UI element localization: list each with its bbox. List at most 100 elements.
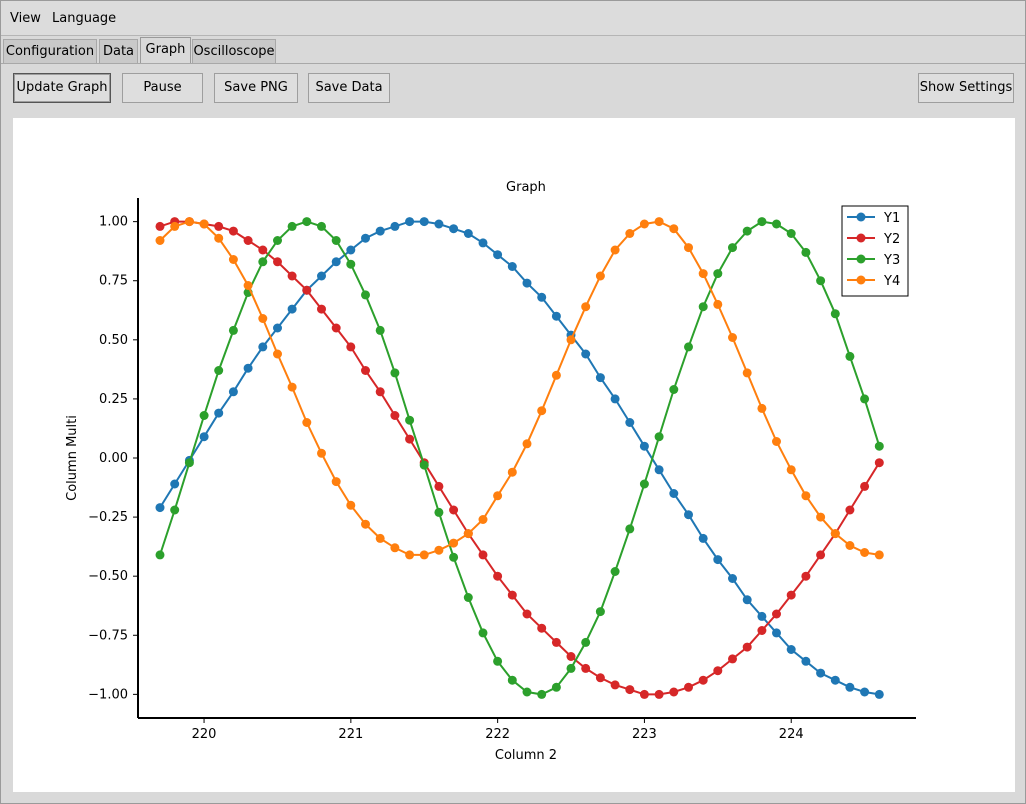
data-point: [610, 680, 620, 690]
data-point: [566, 652, 576, 661]
data-point: [610, 394, 620, 404]
legend-label: Y4: [883, 274, 900, 289]
data-point: [728, 654, 737, 664]
data-point: [595, 373, 605, 383]
data-point: [331, 236, 341, 245]
data-point: [581, 637, 591, 647]
data-point: [625, 685, 635, 695]
data-point: [228, 387, 238, 397]
data-point: [170, 479, 180, 489]
data-point: [419, 550, 429, 560]
data-point: [595, 607, 605, 617]
data-point: [493, 491, 503, 501]
data-point: [654, 432, 664, 442]
data-point: [273, 349, 282, 359]
data-point: [684, 682, 693, 692]
data-point: [463, 529, 473, 539]
data-point: [595, 673, 605, 683]
pause-button[interactable]: Pause: [122, 73, 203, 103]
menu-view[interactable]: View: [10, 11, 41, 26]
data-point: [155, 550, 165, 560]
data-point: [346, 259, 356, 269]
data-point: [698, 302, 708, 312]
data-point: [845, 541, 855, 550]
data-point: [228, 255, 238, 264]
data-point: [419, 460, 429, 470]
data-point: [361, 233, 370, 243]
data-point: [346, 500, 356, 510]
data-point: [199, 219, 209, 229]
tab-configuration[interactable]: Configuration: [3, 39, 97, 63]
x-tick-label: 221: [338, 727, 363, 742]
data-point: [830, 675, 840, 685]
data-point: [419, 217, 429, 227]
data-point: [639, 479, 649, 489]
data-point: [845, 505, 855, 515]
menu-bar: View Language: [1, 1, 1025, 36]
data-point: [654, 217, 664, 227]
data-point: [757, 611, 767, 621]
data-point: [390, 368, 400, 378]
data-point: [170, 505, 180, 515]
data-point: [375, 387, 385, 397]
y-tick-label: 0.00: [99, 451, 128, 466]
data-point: [184, 217, 194, 227]
data-point: [772, 219, 781, 229]
y-axis-label: Column Multi: [65, 415, 80, 501]
save-png-button[interactable]: Save PNG: [214, 73, 298, 103]
show-settings-button[interactable]: Show Settings: [918, 73, 1014, 103]
y-tick-label: 0.75: [99, 274, 128, 289]
chart-title: Graph: [506, 180, 546, 195]
data-point: [507, 675, 517, 685]
data-point: [361, 366, 370, 375]
data-point: [874, 441, 884, 451]
data-point: [243, 236, 253, 245]
data-point: [684, 510, 693, 520]
data-point: [669, 489, 679, 498]
data-point: [346, 342, 356, 352]
data-point: [507, 590, 517, 600]
menu-language[interactable]: Language: [52, 11, 117, 26]
data-point: [860, 481, 870, 491]
data-point: [654, 465, 664, 475]
data-point: [214, 408, 224, 418]
tab-graph[interactable]: Graph: [140, 37, 191, 64]
data-point: [522, 278, 532, 288]
data-point: [845, 682, 855, 692]
data-point: [478, 515, 488, 524]
data-point: [757, 217, 767, 227]
x-tick-label: 224: [779, 727, 804, 742]
data-point: [816, 276, 826, 286]
data-point: [375, 533, 385, 543]
data-point: [243, 363, 253, 373]
data-point: [742, 595, 752, 605]
save-data-button[interactable]: Save Data: [308, 73, 390, 103]
tab-oscilloscope[interactable]: Oscilloscope: [192, 39, 276, 63]
series-layer: [155, 217, 884, 699]
data-point: [317, 304, 326, 314]
data-point: [713, 299, 723, 309]
data-point: [786, 590, 796, 600]
data-point: [654, 689, 664, 699]
legend-item: Y2: [847, 232, 900, 247]
data-point: [507, 467, 517, 477]
tab-panel-border: [1, 63, 1025, 64]
y-tick-label: 0.50: [99, 333, 128, 348]
data-point: [449, 505, 459, 515]
data-point: [331, 323, 341, 333]
data-point: [273, 323, 282, 333]
data-point: [537, 292, 547, 302]
data-point: [625, 229, 635, 238]
update-graph-button[interactable]: Update Graph: [13, 73, 111, 103]
data-point: [331, 257, 341, 267]
data-point: [742, 226, 752, 236]
legend-marker: [856, 254, 866, 264]
data-point: [551, 637, 561, 647]
legend-item: Y3: [847, 253, 900, 268]
data-point: [214, 366, 224, 375]
data-point: [698, 675, 708, 685]
data-point: [816, 668, 826, 678]
tab-data[interactable]: Data: [99, 39, 138, 63]
data-point: [273, 236, 282, 245]
